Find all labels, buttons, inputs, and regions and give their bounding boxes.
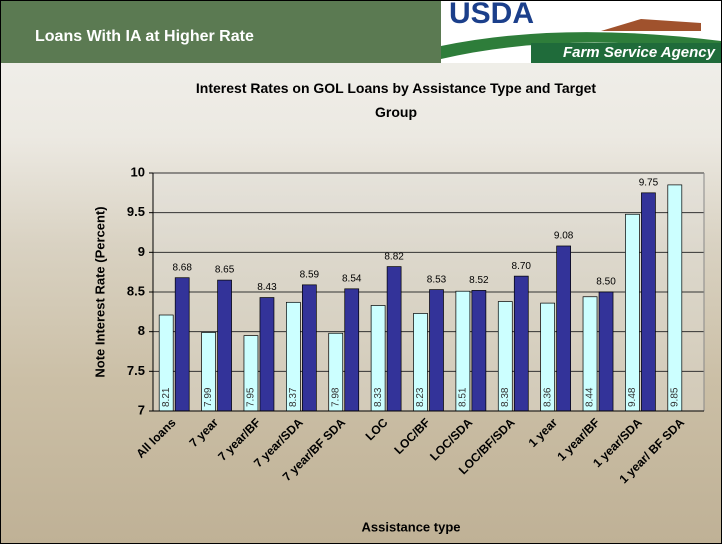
value-label: 8.36 bbox=[542, 387, 553, 407]
bar bbox=[513, 275, 529, 412]
x-tick-label: LOC/BF bbox=[391, 415, 432, 456]
x-tick-label: All loans bbox=[133, 415, 178, 460]
x-axis-label: Assistance type bbox=[362, 519, 461, 534]
value-label: 8.54 bbox=[342, 273, 362, 284]
bar bbox=[259, 297, 275, 412]
logo-swoosh bbox=[441, 32, 721, 59]
value-label: 7.99 bbox=[203, 387, 214, 407]
y-tick-label: 7.5 bbox=[127, 363, 145, 378]
logo-barn bbox=[601, 19, 701, 31]
bar bbox=[641, 192, 656, 412]
value-label: 9.85 bbox=[669, 387, 680, 407]
chart-title: Interest Rates on GOL Loans by Assistanc… bbox=[196, 80, 596, 120]
agency-bar bbox=[531, 43, 721, 63]
header-title: Loans With IA at Higher Rate bbox=[35, 28, 254, 45]
bar bbox=[174, 277, 190, 412]
value-label: 8.51 bbox=[458, 387, 469, 407]
bar bbox=[301, 284, 317, 412]
y-tick-label: 7 bbox=[138, 402, 145, 417]
bar bbox=[471, 290, 487, 412]
x-tick-label: 1 year bbox=[526, 415, 561, 450]
value-label: 8.44 bbox=[585, 387, 596, 407]
value-label: 8.70 bbox=[512, 261, 532, 272]
value-label: 8.82 bbox=[384, 251, 404, 262]
value-label: 7.95 bbox=[246, 387, 257, 407]
y-axis-label: Note Interest Rate (Percent) bbox=[92, 206, 107, 377]
value-label: 8.53 bbox=[427, 274, 447, 285]
x-tick-label: LOC bbox=[363, 415, 391, 443]
bar bbox=[344, 288, 360, 412]
value-label: 8.50 bbox=[596, 277, 616, 288]
value-label: 7.98 bbox=[330, 387, 341, 407]
bar bbox=[667, 184, 683, 412]
value-label: 9.75 bbox=[639, 177, 659, 188]
value-label: 8.21 bbox=[161, 387, 172, 407]
value-label: 9.08 bbox=[554, 231, 574, 242]
y-tick-label: 9 bbox=[138, 244, 145, 259]
bar bbox=[429, 289, 444, 412]
y-tick-label: 8.5 bbox=[127, 283, 145, 298]
value-label: 8.38 bbox=[500, 387, 511, 407]
value-label: 8.59 bbox=[300, 270, 320, 281]
bar bbox=[386, 266, 402, 412]
bar bbox=[217, 279, 232, 412]
agency-name: Farm Service Agency bbox=[563, 44, 716, 61]
value-label: 8.65 bbox=[215, 265, 235, 276]
value-label: 9.48 bbox=[627, 387, 638, 407]
value-label: 8.23 bbox=[415, 387, 426, 407]
y-tick-label: 8 bbox=[138, 323, 145, 338]
bar bbox=[625, 213, 640, 412]
y-tick-label: 10 bbox=[131, 164, 145, 179]
value-label: 8.37 bbox=[288, 387, 299, 407]
y-tick-label: 9.5 bbox=[127, 204, 145, 219]
bar bbox=[598, 291, 614, 412]
x-tick-label: 7 year bbox=[187, 415, 222, 450]
value-label: 8.52 bbox=[469, 275, 489, 286]
value-label: 8.68 bbox=[172, 262, 192, 273]
value-label: 8.33 bbox=[373, 387, 384, 407]
bar bbox=[556, 245, 572, 412]
value-label: 8.43 bbox=[257, 282, 277, 293]
logo-text: USDA bbox=[449, 1, 534, 30]
